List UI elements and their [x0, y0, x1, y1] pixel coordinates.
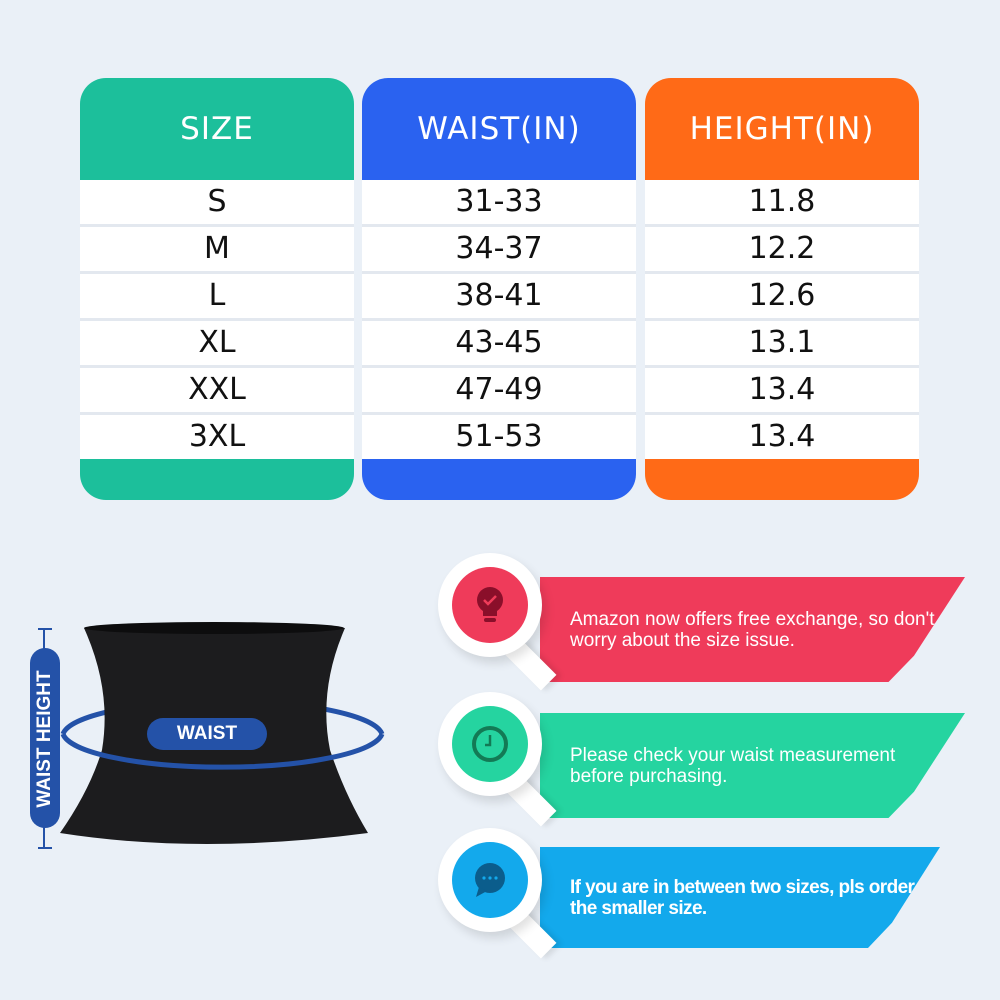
tip-banner: Amazon now offers free exchange, so don'… — [540, 577, 965, 682]
size-cell: 3XL — [80, 415, 354, 459]
waist-header: WAIST(IN) — [417, 111, 581, 147]
tip-banner: If you are in between two sizes, pls ord… — [540, 847, 940, 948]
waist-cell: 38-41 — [362, 274, 636, 318]
waist-column: WAIST(IN) 31-33 34-37 38-41 43-45 47-49 … — [362, 78, 636, 500]
waist-label: WAIST — [147, 718, 267, 750]
waist-cell: 43-45 — [362, 321, 636, 365]
height-cell: 13.4 — [645, 415, 919, 459]
size-header: SIZE — [180, 111, 254, 147]
tip-text: Amazon now offers free exchange, so don'… — [570, 608, 935, 651]
height-header: HEIGHT(IN) — [689, 111, 875, 147]
size-cell: L — [80, 274, 354, 318]
height-column: HEIGHT(IN) 11.8 12.2 12.6 13.1 13.4 13.4 — [645, 78, 919, 500]
waist-cell: 51-53 — [362, 415, 636, 459]
height-cell: 13.4 — [645, 368, 919, 412]
tip-banner: Please check your waist measurement befo… — [540, 713, 965, 818]
clock-icon — [472, 726, 508, 762]
tip-icon-badge — [438, 828, 542, 932]
waist-height-label: WAIST HEIGHT — [34, 670, 55, 808]
waist-trainer-diagram: WAIST HEIGHT WAIST — [0, 550, 420, 900]
lightbulb-check-icon — [477, 587, 503, 622]
waist-cell: 31-33 — [362, 180, 636, 224]
height-cell: 13.1 — [645, 321, 919, 365]
tip-icon-badge — [438, 553, 542, 657]
chat-bubble-icon — [475, 863, 505, 897]
height-cell: 12.6 — [645, 274, 919, 318]
waist-trainer-image — [30, 622, 385, 849]
size-column: SIZE S M L XL XXL 3XL — [80, 78, 354, 500]
height-cell: 11.8 — [645, 180, 919, 224]
size-cell: S — [80, 180, 354, 224]
height-cell: 12.2 — [645, 227, 919, 271]
tip-icon-badge — [438, 692, 542, 796]
size-cell: XL — [80, 321, 354, 365]
tip-text: If you are in between two sizes, pls ord… — [570, 876, 915, 919]
tip-text: Please check your waist measurement befo… — [570, 744, 896, 787]
waist-cell: 47-49 — [362, 368, 636, 412]
waist-cell: 34-37 — [362, 227, 636, 271]
size-cell: XXL — [80, 368, 354, 412]
size-cell: M — [80, 227, 354, 271]
